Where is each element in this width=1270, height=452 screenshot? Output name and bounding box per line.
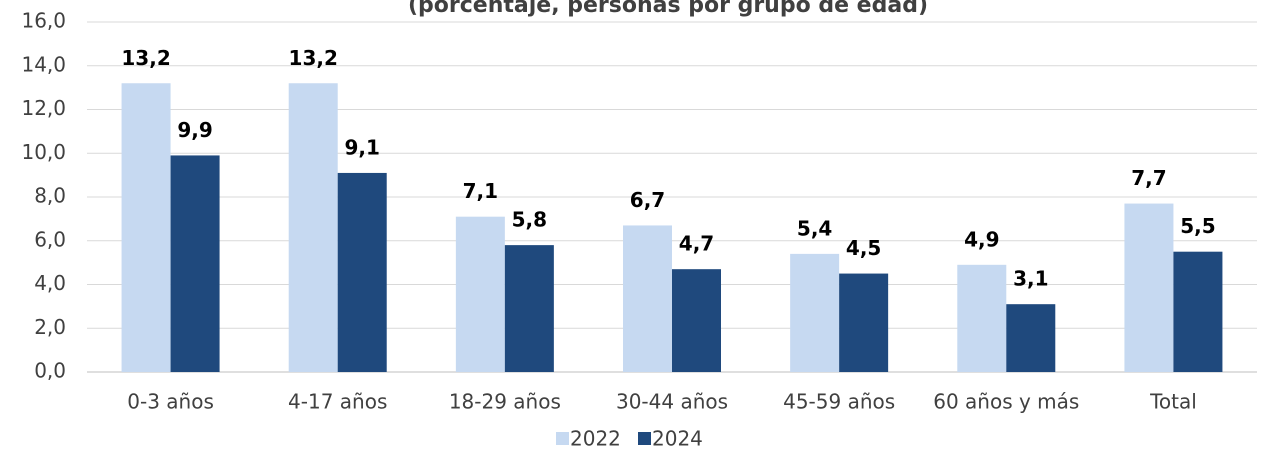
y-tick-label: 10,0 (21, 140, 66, 164)
bar (1124, 203, 1174, 372)
value-label: 5,8 (512, 208, 547, 232)
y-tick-label: 0,0 (34, 359, 66, 383)
x-tick-label: 45-59 años (783, 390, 895, 414)
value-label: 13,2 (121, 46, 170, 70)
bar (288, 83, 338, 372)
y-tick-label: 4,0 (34, 271, 66, 295)
value-label: 5,4 (797, 216, 832, 240)
y-tick-label: 2,0 (34, 315, 66, 339)
y-tick-label: 16,0 (21, 9, 66, 33)
x-tick-label: Total (1149, 390, 1197, 414)
legend-swatch (556, 432, 569, 445)
bar (672, 269, 721, 372)
value-label: 4,9 (964, 227, 999, 251)
legend-label: 2022 (570, 427, 621, 451)
bar (1006, 304, 1056, 372)
bar (790, 253, 840, 372)
y-tick-label: 14,0 (21, 52, 66, 76)
x-tick-label: 18-29 años (449, 390, 561, 414)
legend-swatch (638, 432, 651, 445)
bar (957, 264, 1007, 372)
bar (623, 225, 672, 372)
value-label: 4,5 (846, 236, 881, 260)
value-label: 9,1 (344, 135, 379, 159)
x-tick-label: 60 años y más (933, 390, 1079, 414)
legend-label: 2024 (652, 427, 703, 451)
bar (170, 155, 220, 372)
bar (504, 245, 554, 372)
value-label: 6,7 (630, 188, 665, 212)
value-label: 7,7 (1131, 166, 1166, 190)
bar (1173, 251, 1223, 372)
value-label: 9,9 (177, 118, 212, 142)
x-tick-label: 30-44 años (616, 390, 728, 414)
value-label: 7,1 (463, 179, 498, 203)
value-label: 3,1 (1013, 267, 1048, 291)
chart-title: (porcentaje, personas por grupo de edad) (408, 0, 928, 18)
y-tick-label: 6,0 (34, 227, 66, 251)
bar (455, 216, 505, 372)
value-label: 5,5 (1180, 214, 1215, 238)
value-label: 4,7 (679, 232, 714, 256)
y-tick-label: 12,0 (21, 96, 66, 120)
x-tick-label: 4-17 años (288, 390, 387, 414)
bar (839, 273, 889, 372)
bar (337, 172, 387, 372)
value-label: 13,2 (289, 46, 338, 70)
bar (121, 83, 171, 372)
x-tick-label: 0-3 años (127, 390, 214, 414)
y-tick-label: 8,0 (34, 184, 66, 208)
